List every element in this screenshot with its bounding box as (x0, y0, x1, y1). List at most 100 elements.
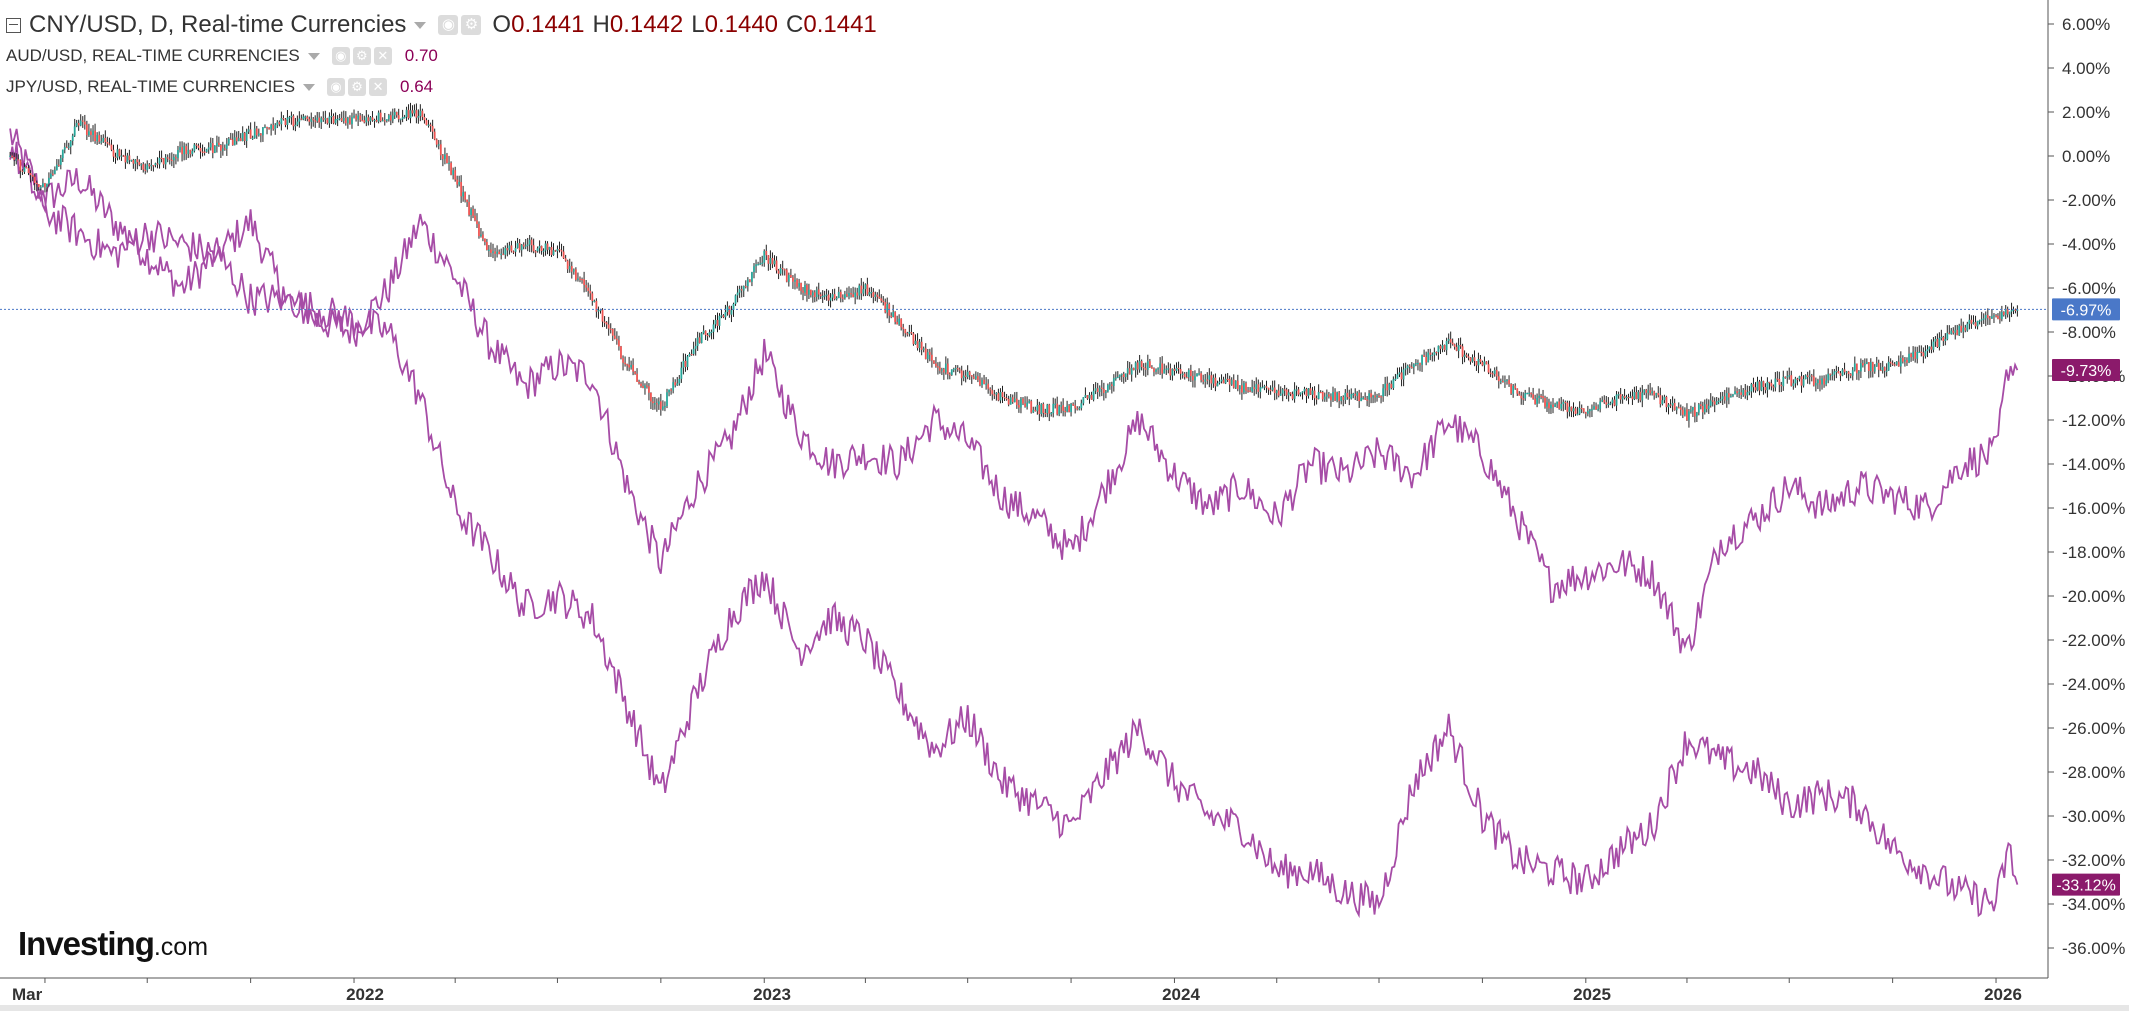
y-tick-label: -34.00% (2062, 895, 2125, 914)
candle-body (1167, 368, 1170, 370)
candle-body (280, 118, 283, 125)
candle-body (890, 315, 893, 317)
candle-body (365, 117, 368, 123)
candle-body (1313, 390, 1316, 399)
candle-body (247, 129, 250, 132)
eye-icon[interactable]: ◉ (438, 15, 459, 35)
candle-body (462, 192, 465, 197)
candle-body (1768, 381, 1771, 384)
candle-body (991, 390, 994, 395)
candle-body (1920, 351, 1923, 353)
gear-icon[interactable]: ⚙ (348, 78, 367, 96)
candle-body (201, 151, 204, 153)
candle-body (1140, 361, 1143, 368)
candle-body (652, 401, 654, 404)
candle-body (920, 341, 923, 350)
collapse-icon[interactable] (6, 17, 21, 33)
candle-body (1595, 406, 1597, 410)
candle-body (1550, 404, 1552, 409)
candle-body (544, 243, 547, 251)
jpy-series-legend[interactable]: JPY/USD, REAL-TIME CURRENCIES ◉ ⚙ ✕ 0.64 (6, 74, 433, 100)
candle-body (1520, 395, 1523, 399)
candle-body (1374, 395, 1376, 398)
candle-body (993, 394, 996, 396)
caret-down-icon[interactable] (414, 21, 427, 29)
candle-body (552, 250, 555, 255)
aud-series-legend[interactable]: AUD/USD, REAL-TIME CURRENCIES ◉ ⚙ ✕ 0.70 (6, 43, 438, 69)
candle-body (1105, 391, 1107, 393)
candle-body (841, 297, 844, 299)
candle-body (278, 122, 281, 125)
candle-body (771, 257, 774, 265)
candle-body (1611, 399, 1614, 404)
candle-body (1978, 320, 1981, 322)
candle-body (1746, 392, 1749, 396)
candle-body (349, 117, 351, 125)
candle-body (712, 324, 715, 332)
y-tick-label: 2.00% (2062, 103, 2110, 122)
candle-body (1922, 352, 1925, 357)
candle-body (1431, 354, 1434, 356)
candle-body (1076, 408, 1079, 410)
candle-body (128, 155, 131, 161)
y-tick-label: 4.00% (2062, 59, 2110, 78)
main-series-title[interactable]: CNY/USD, D, Real-time Currencies (29, 11, 407, 38)
candle-body (1621, 396, 1624, 400)
candle-body (806, 284, 808, 295)
candle-body (27, 168, 30, 174)
candle-body (811, 292, 814, 296)
eye-icon[interactable]: ◉ (331, 47, 350, 65)
candle-body (1750, 384, 1753, 392)
candle-body (777, 270, 780, 274)
candle-body (1015, 398, 1018, 406)
candle-body (1146, 361, 1149, 370)
main-series-legend[interactable]: CNY/USD, D, Real-time Currencies ◉ ⚙ O 0.… (6, 8, 877, 42)
candle-body (1970, 319, 1973, 324)
candle-body (1756, 381, 1759, 391)
candle-body (1255, 384, 1258, 390)
aud-usd-line (9, 128, 2019, 654)
candle-body (1784, 376, 1787, 379)
candle-body (472, 209, 474, 216)
jpy-series-title[interactable]: JPY/USD, REAL-TIME CURRENCIES (6, 77, 296, 96)
candle-body (1623, 396, 1626, 398)
candle-body (1497, 376, 1500, 382)
candle-body (1441, 345, 1444, 349)
gear-icon[interactable]: ⚙ (461, 15, 482, 35)
caret-down-icon[interactable] (303, 83, 316, 91)
eye-icon[interactable]: ◉ (327, 78, 346, 96)
candle-body (542, 250, 545, 252)
candle-body (613, 335, 616, 339)
close-icon[interactable]: ✕ (373, 47, 392, 65)
candle-body (1380, 396, 1382, 398)
candle-body (302, 116, 305, 120)
bottom-scroll-strip[interactable] (0, 1005, 2129, 1011)
candle-body (100, 141, 103, 143)
candle-body (1153, 368, 1155, 372)
aud-series-title[interactable]: AUD/USD, REAL-TIME CURRENCIES (6, 46, 300, 65)
candle-body (9, 155, 12, 157)
candle-body (846, 294, 848, 297)
candle-body (88, 131, 90, 136)
candle-body (560, 250, 563, 252)
candle-body (375, 119, 378, 122)
candle-body (981, 379, 983, 386)
candle-body (152, 165, 155, 167)
candle-body (1267, 387, 1270, 390)
candle-body (1883, 367, 1886, 371)
candle-body (389, 115, 392, 121)
caret-down-icon[interactable] (307, 52, 320, 60)
gear-icon[interactable]: ⚙ (352, 47, 371, 65)
candle-body (1198, 373, 1200, 375)
candle-body (1224, 378, 1227, 384)
candle-body (581, 279, 583, 281)
candle-body (1544, 398, 1546, 407)
candle-body (1238, 385, 1241, 390)
candle-body (1960, 325, 1963, 332)
close-icon[interactable]: ✕ (369, 78, 388, 96)
candle-body (962, 375, 965, 379)
candle-body (102, 137, 105, 142)
candle-body (1240, 385, 1243, 393)
